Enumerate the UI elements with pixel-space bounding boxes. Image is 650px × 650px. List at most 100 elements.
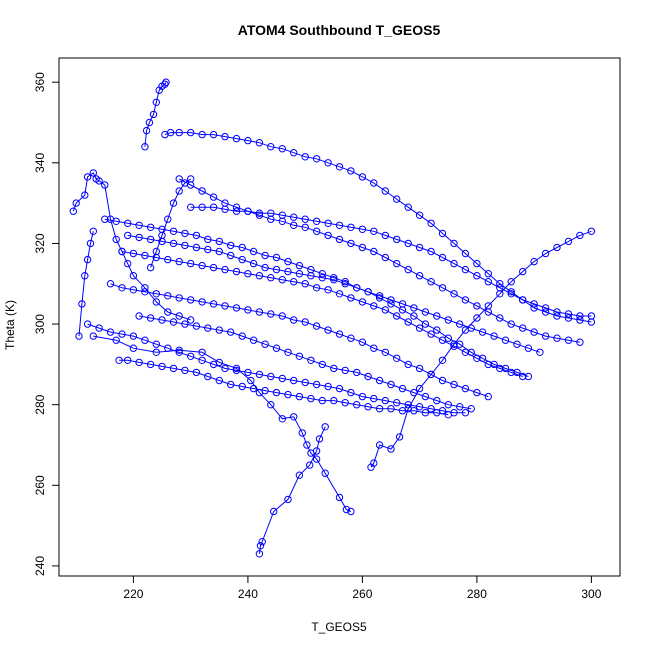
data-point xyxy=(256,542,265,550)
x-tick-label: 280 xyxy=(467,587,487,601)
data-point xyxy=(290,376,298,385)
data-point xyxy=(438,376,447,385)
data-point xyxy=(249,259,258,268)
data-point xyxy=(162,78,170,86)
data-point xyxy=(101,181,109,189)
data-point xyxy=(541,304,550,312)
data-point xyxy=(204,324,212,332)
data-point xyxy=(375,292,384,300)
data-point xyxy=(209,193,218,201)
data-point xyxy=(335,290,344,298)
data-point xyxy=(187,128,195,137)
data-point xyxy=(335,330,344,338)
data-point xyxy=(149,110,158,119)
data-point xyxy=(427,278,435,286)
data-point xyxy=(364,288,372,296)
data-point xyxy=(146,223,155,232)
data-point xyxy=(307,449,315,457)
data-point xyxy=(358,243,367,252)
data-point xyxy=(146,235,155,244)
data-point xyxy=(404,360,412,369)
series-9 xyxy=(106,280,492,401)
data-point xyxy=(175,257,183,266)
series-line xyxy=(370,230,592,468)
data-point xyxy=(198,187,206,195)
data-point xyxy=(255,272,264,280)
data-point xyxy=(221,302,229,310)
data-point xyxy=(209,263,218,272)
data-point xyxy=(278,312,286,320)
x-axis-label: T_GEOS5 xyxy=(311,620,367,634)
data-point xyxy=(415,211,424,219)
data-point xyxy=(312,284,321,292)
data-point xyxy=(353,368,361,377)
data-point xyxy=(324,159,332,167)
data-point xyxy=(204,245,212,254)
data-point xyxy=(124,219,132,228)
data-point xyxy=(347,294,355,302)
data-point xyxy=(290,278,298,286)
data-point xyxy=(81,191,89,199)
data-point xyxy=(324,382,332,391)
data-point xyxy=(215,376,224,385)
data-point xyxy=(496,280,504,288)
data-point xyxy=(433,396,441,405)
data-point xyxy=(358,225,367,234)
data-point xyxy=(175,346,183,354)
data-point xyxy=(519,296,527,304)
data-point xyxy=(129,344,138,352)
data-point xyxy=(564,237,573,246)
data-point xyxy=(393,354,401,362)
data-point xyxy=(301,280,309,288)
data-point xyxy=(564,314,573,322)
data-point xyxy=(335,384,344,393)
data-point xyxy=(484,360,492,369)
series-15 xyxy=(146,175,195,272)
data-point xyxy=(175,348,183,356)
data-point xyxy=(187,203,195,211)
data-point xyxy=(89,169,98,177)
data-point xyxy=(278,211,286,219)
data-point xyxy=(146,263,155,272)
data-point xyxy=(227,328,235,336)
data-point xyxy=(152,348,161,356)
data-point xyxy=(461,265,470,274)
data-point xyxy=(72,199,80,207)
data-point xyxy=(284,257,292,266)
data-point xyxy=(192,231,201,240)
data-point xyxy=(232,207,241,215)
data-point xyxy=(164,308,172,316)
data-point xyxy=(106,280,115,288)
data-point xyxy=(115,356,123,364)
data-point xyxy=(410,388,418,397)
data-point xyxy=(249,384,258,393)
data-point xyxy=(238,382,246,391)
data-point xyxy=(261,386,269,395)
data-point xyxy=(467,324,475,332)
data-point xyxy=(496,284,504,292)
data-point xyxy=(576,231,584,240)
data-point xyxy=(387,405,395,413)
data-point xyxy=(135,221,143,230)
data-point xyxy=(321,423,329,431)
data-point xyxy=(145,118,154,127)
series-line xyxy=(139,315,472,410)
y-axis-label: Theta (K) xyxy=(3,300,17,350)
data-point xyxy=(175,128,183,137)
data-point xyxy=(215,247,224,256)
data-point xyxy=(158,316,166,324)
data-point xyxy=(175,294,183,302)
data-point xyxy=(255,308,264,316)
data-point xyxy=(335,493,344,502)
data-point xyxy=(267,372,275,381)
data-point xyxy=(415,364,424,373)
data-point xyxy=(415,384,424,393)
data-point xyxy=(244,270,252,278)
data-point xyxy=(490,332,498,340)
data-point xyxy=(284,267,292,276)
data-point xyxy=(370,179,378,187)
data-point xyxy=(181,179,189,187)
data-point xyxy=(427,219,435,228)
data-point xyxy=(433,312,441,320)
data-point xyxy=(375,405,384,413)
